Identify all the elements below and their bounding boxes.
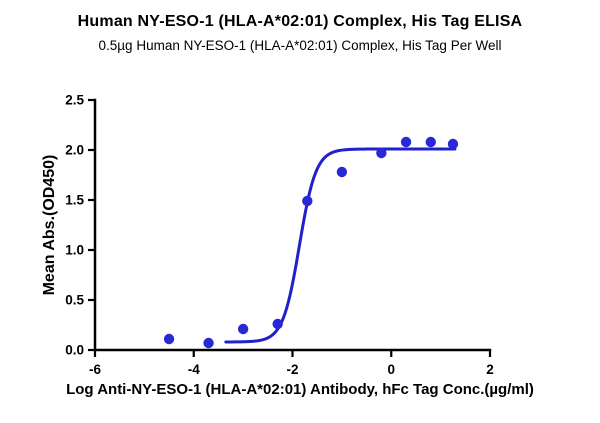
data-point (302, 195, 313, 207)
data-point (425, 136, 436, 148)
data-point (203, 337, 214, 349)
svg-text:2.0: 2.0 (65, 143, 84, 158)
svg-text:2.5: 2.5 (65, 93, 84, 108)
svg-text:2: 2 (486, 362, 494, 377)
chart-subtitle: 0.5µg Human NY-ESO-1 (HLA-A*02:01) Compl… (98, 38, 502, 53)
svg-text:0.0: 0.0 (65, 343, 84, 358)
data-point (447, 138, 459, 150)
data-point (400, 136, 412, 148)
fit-curve (224, 147, 457, 344)
svg-text:0.5: 0.5 (65, 293, 84, 308)
data-point (272, 318, 283, 330)
svg-text:-4: -4 (188, 362, 200, 377)
data-point (163, 333, 175, 345)
x-axis-label: Log Anti-NY-ESO-1 (HLA-A*02:01) Antibody… (66, 381, 534, 398)
svg-text:1.0: 1.0 (65, 243, 84, 258)
svg-text:-2: -2 (286, 362, 298, 377)
data-point (376, 147, 387, 159)
chart-title: Human NY-ESO-1 (HLA-A*02:01) Complex, Hi… (77, 13, 523, 30)
svg-text:1.5: 1.5 (65, 193, 84, 208)
svg-text:0: 0 (387, 362, 395, 377)
data-point (237, 323, 249, 335)
data-point (336, 166, 348, 178)
svg-text:-6: -6 (89, 362, 101, 377)
